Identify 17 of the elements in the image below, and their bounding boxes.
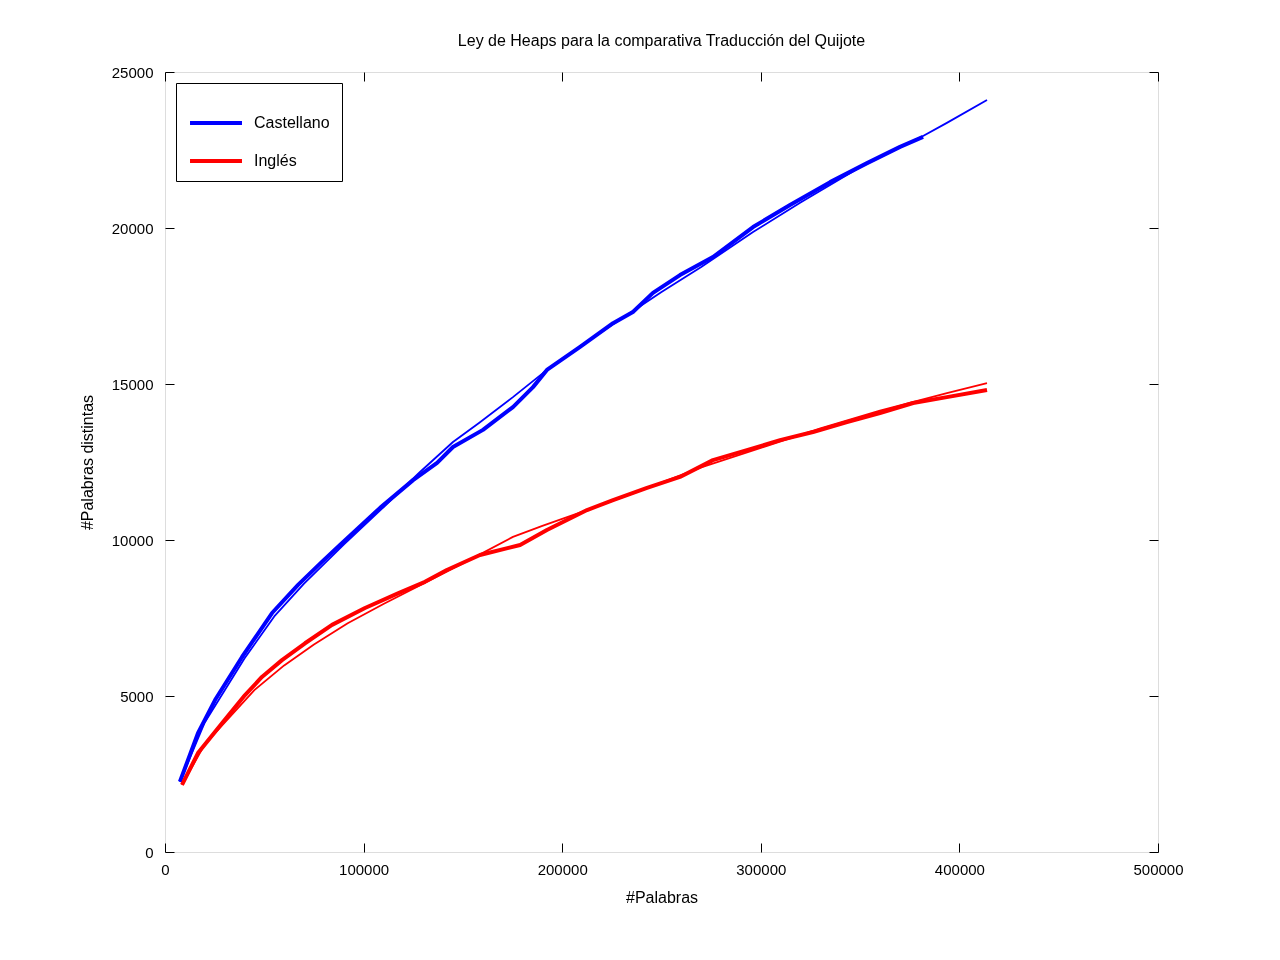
y-tick-label: 0 [145, 843, 154, 861]
x-tick-label: 0 [161, 860, 170, 878]
y-axis-title: #Palabras distintas [78, 394, 96, 531]
legend-label: Inglés [254, 152, 297, 169]
y-tick-label: 25000 [111, 63, 154, 81]
x-tick-label: 100000 [339, 860, 390, 878]
chart-title: Ley de Heaps para la comparativa Traducción del Quijote [457, 32, 866, 49]
x-tick-label: 400000 [934, 860, 985, 878]
x-axis-title: #Palabras [625, 888, 699, 906]
y-tick-label: 5000 [120, 687, 154, 705]
y-tick-label: 10000 [111, 531, 154, 549]
x-tick-label: 300000 [736, 860, 787, 878]
x-tick-label: 500000 [1133, 860, 1184, 878]
x-tick-label: 200000 [537, 860, 588, 878]
y-tick-label: 20000 [111, 219, 154, 237]
legend-label: Castellano [254, 114, 330, 131]
y-tick-label: 15000 [111, 375, 154, 393]
